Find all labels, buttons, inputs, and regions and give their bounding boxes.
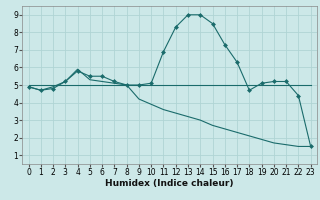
X-axis label: Humidex (Indice chaleur): Humidex (Indice chaleur) xyxy=(105,179,234,188)
